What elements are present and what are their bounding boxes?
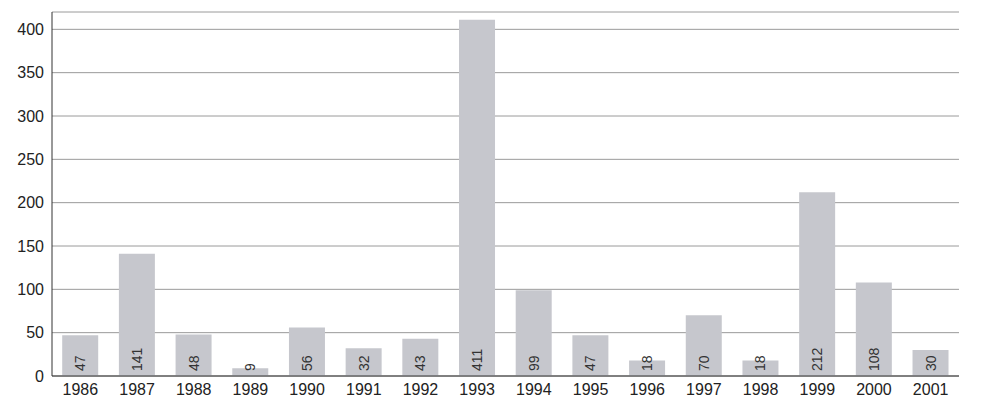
svg-text:9: 9 xyxy=(242,363,258,371)
svg-text:1995: 1995 xyxy=(573,381,609,398)
svg-text:150: 150 xyxy=(17,238,44,255)
svg-text:70: 70 xyxy=(696,355,712,371)
svg-text:50: 50 xyxy=(26,324,44,341)
svg-text:2001: 2001 xyxy=(913,381,949,398)
svg-text:99: 99 xyxy=(526,355,542,371)
svg-text:18: 18 xyxy=(639,355,655,371)
svg-text:56: 56 xyxy=(299,355,315,371)
svg-text:108: 108 xyxy=(866,347,882,371)
svg-text:100: 100 xyxy=(17,281,44,298)
svg-text:1993: 1993 xyxy=(459,381,495,398)
svg-text:1989: 1989 xyxy=(233,381,269,398)
svg-text:1997: 1997 xyxy=(686,381,722,398)
svg-text:1987: 1987 xyxy=(119,381,155,398)
svg-text:1990: 1990 xyxy=(289,381,325,398)
svg-text:212: 212 xyxy=(809,347,825,371)
svg-text:200: 200 xyxy=(17,194,44,211)
svg-text:0: 0 xyxy=(35,368,44,385)
svg-text:400: 400 xyxy=(17,21,44,38)
svg-text:350: 350 xyxy=(17,64,44,81)
svg-text:250: 250 xyxy=(17,151,44,168)
svg-text:1996: 1996 xyxy=(629,381,665,398)
svg-text:48: 48 xyxy=(186,355,202,371)
svg-text:411: 411 xyxy=(469,348,485,371)
svg-text:47: 47 xyxy=(72,355,88,371)
svg-text:18: 18 xyxy=(752,355,768,371)
svg-text:1991: 1991 xyxy=(346,381,382,398)
svg-text:43: 43 xyxy=(412,355,428,371)
svg-text:1992: 1992 xyxy=(403,381,439,398)
svg-text:1988: 1988 xyxy=(176,381,212,398)
svg-text:32: 32 xyxy=(356,355,372,371)
svg-text:1998: 1998 xyxy=(743,381,779,398)
svg-text:1999: 1999 xyxy=(799,381,835,398)
svg-text:30: 30 xyxy=(923,355,939,371)
svg-text:300: 300 xyxy=(17,108,44,125)
svg-text:1986: 1986 xyxy=(63,381,99,398)
svg-text:2000: 2000 xyxy=(856,381,892,398)
svg-text:47: 47 xyxy=(582,355,598,371)
svg-text:1994: 1994 xyxy=(516,381,552,398)
svg-text:141: 141 xyxy=(129,347,145,371)
